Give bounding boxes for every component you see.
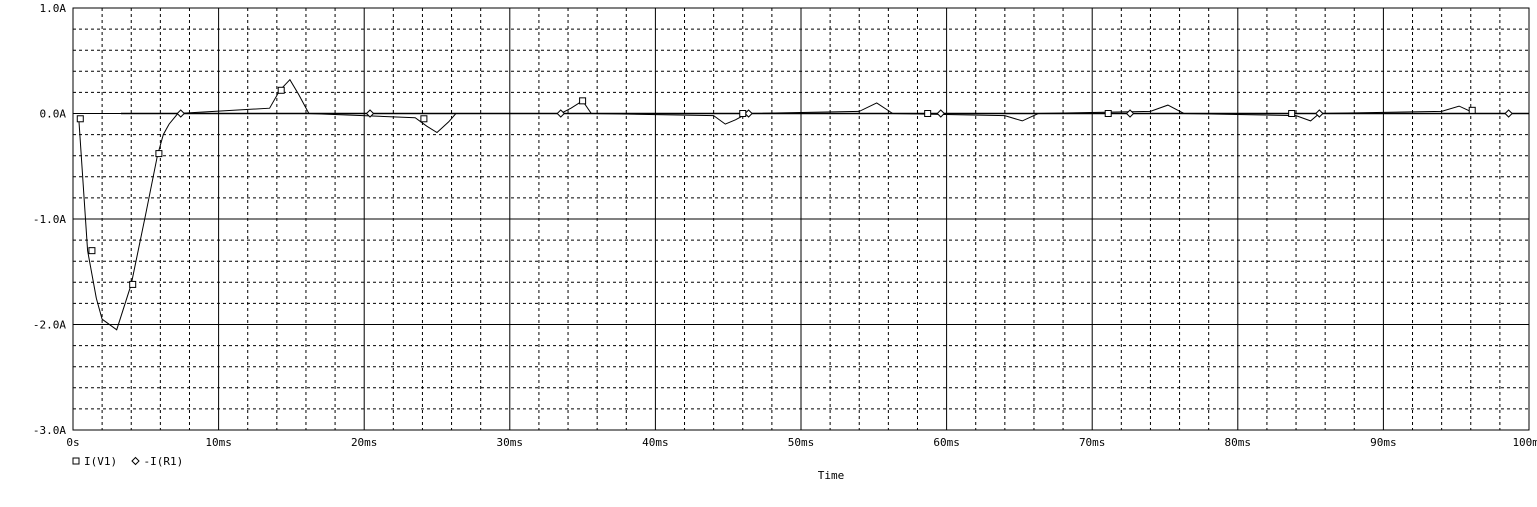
series-2-marker [556,109,565,118]
series-1-marker [1468,106,1476,114]
series-2-marker [176,109,185,118]
traces [76,78,1529,331]
x-axis-tick-labels: 0s 10ms 20ms 30ms 40ms 50ms 60ms 70ms 80ms 90ms 10… [66,436,1537,449]
series-1-marker [129,280,137,288]
series-1-marker [1288,110,1296,117]
legend: I(V1) -I(R1) [72,455,184,468]
y-axis-tick-labels: 1.0A 0.0A -1.0A -2.0A -3.0A [33,2,66,437]
x-tick-label: 20ms [351,436,378,449]
x-tick-label: 50ms [788,436,815,449]
x-tick-label: 80ms [1225,436,1252,449]
series-2-marker [1504,109,1513,118]
series-1-marker [579,97,587,105]
legend-label-1: I(V1) [84,455,117,468]
series-1-marker [1104,110,1112,117]
series-1-marker [88,247,96,255]
series-2-marker [936,109,945,118]
legend-label-2: -I(R1) [144,455,184,468]
series-1-marker [739,110,747,117]
x-tick-label: 70ms [1079,436,1106,449]
y-tick-label: -2.0A [33,319,66,332]
x-tick-label: 30ms [497,436,524,449]
legend-marker-2 [131,456,140,466]
x-axis-label: Time [818,469,845,482]
x-tick-label: 90ms [1370,436,1397,449]
series-1-marker [155,150,163,158]
x-tick-label: 0s [66,436,79,449]
y-tick-label: -3.0A [33,424,66,437]
series-1-marker [277,86,285,94]
series-1-marker [924,110,932,117]
plot-frame [72,7,1530,431]
x-tick-label: 100ms [1512,436,1537,449]
series-2-marker [1315,109,1324,118]
x-tick-label: 40ms [642,436,669,449]
y-tick-label: -1.0A [33,213,66,226]
series-1-marker [420,115,428,123]
series-line-1 [78,78,1476,331]
legend-marker-1 [72,457,80,465]
y-tick-label: 0.0A [40,108,67,121]
y-tick-label: 1.0A [40,2,67,15]
x-tick-label: 10ms [205,436,232,449]
series-2-marker [365,109,375,118]
series-2-marker [1125,109,1135,118]
series-1-marker [76,115,84,123]
x-tick-label: 60ms [933,436,960,449]
